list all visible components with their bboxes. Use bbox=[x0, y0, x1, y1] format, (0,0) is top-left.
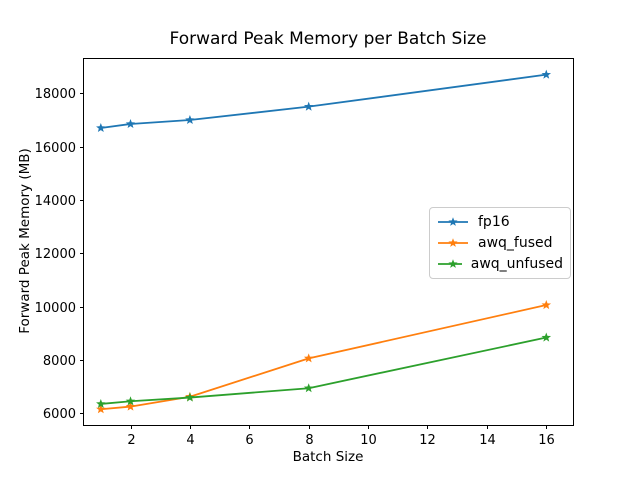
legend-sample-star-icon bbox=[448, 258, 458, 268]
legend-sample-star-icon bbox=[448, 217, 458, 227]
series-marker-awq_fused bbox=[125, 401, 136, 411]
x-axis-label: Batch Size bbox=[292, 449, 364, 465]
legend-label: fp16 bbox=[478, 214, 510, 231]
y-tick-label: 12000 bbox=[35, 247, 76, 262]
series-marker-awq_fused bbox=[96, 404, 106, 414]
series-line-awq_fused bbox=[99, 304, 548, 411]
x-tick-label: 4 bbox=[186, 433, 194, 448]
series-marker-awq_unfused bbox=[541, 332, 552, 342]
legend-label: awq_unfused bbox=[470, 255, 563, 272]
series-line-awq_unfused bbox=[99, 336, 548, 405]
series-marker-fp16 bbox=[303, 101, 314, 111]
y-tick-label: 18000 bbox=[35, 87, 76, 102]
legend-sample-star-icon bbox=[448, 238, 458, 247]
legend-label: awq_fused bbox=[478, 234, 553, 251]
series-marker-fp16 bbox=[125, 118, 136, 129]
x-tick-label: 6 bbox=[245, 433, 253, 448]
legend: fp16 awq_fused awq_unfused bbox=[429, 207, 571, 279]
y-axis-label: Forward Peak Memory (MB) bbox=[17, 148, 33, 334]
series-marker-awq_unfused bbox=[185, 392, 195, 402]
legend-line-sample-icon bbox=[438, 258, 462, 268]
chart-title: Forward Peak Memory per Batch Size bbox=[169, 29, 487, 49]
legend-item-awq-fused: awq_fused bbox=[437, 235, 563, 251]
series-marker-fp16 bbox=[541, 69, 552, 79]
legend-line-sample-icon bbox=[438, 217, 468, 227]
y-tick-label: 8000 bbox=[43, 354, 76, 369]
series-marker-awq_fused bbox=[541, 300, 552, 310]
x-tick-label: 10 bbox=[360, 433, 377, 448]
y-tick-label: 6000 bbox=[43, 407, 76, 422]
series-marker-fp16 bbox=[185, 114, 195, 125]
series-marker-fp16 bbox=[96, 122, 106, 133]
legend-item-fp16: fp16 bbox=[437, 214, 563, 230]
series-marker-awq_unfused bbox=[96, 398, 106, 408]
y-tick-label: 16000 bbox=[35, 141, 76, 156]
series-marker-awq_unfused bbox=[125, 396, 136, 406]
y-tick-label: 14000 bbox=[35, 194, 76, 209]
plot-border bbox=[83, 58, 574, 426]
legend-line-sample-icon bbox=[438, 238, 468, 247]
y-tick-label: 10000 bbox=[35, 301, 76, 316]
x-tick-label: 2 bbox=[127, 433, 135, 448]
legend-item-awq-unfused: awq_unfused bbox=[437, 256, 563, 272]
x-tick-label: 12 bbox=[419, 433, 436, 448]
x-tick-label: 8 bbox=[305, 433, 313, 448]
series-marker-awq_fused bbox=[303, 353, 314, 363]
x-tick-label: 14 bbox=[479, 433, 496, 448]
series-marker-awq_unfused bbox=[303, 383, 314, 393]
x-tick-label: 16 bbox=[538, 433, 555, 448]
series-line-fp16 bbox=[99, 73, 548, 129]
